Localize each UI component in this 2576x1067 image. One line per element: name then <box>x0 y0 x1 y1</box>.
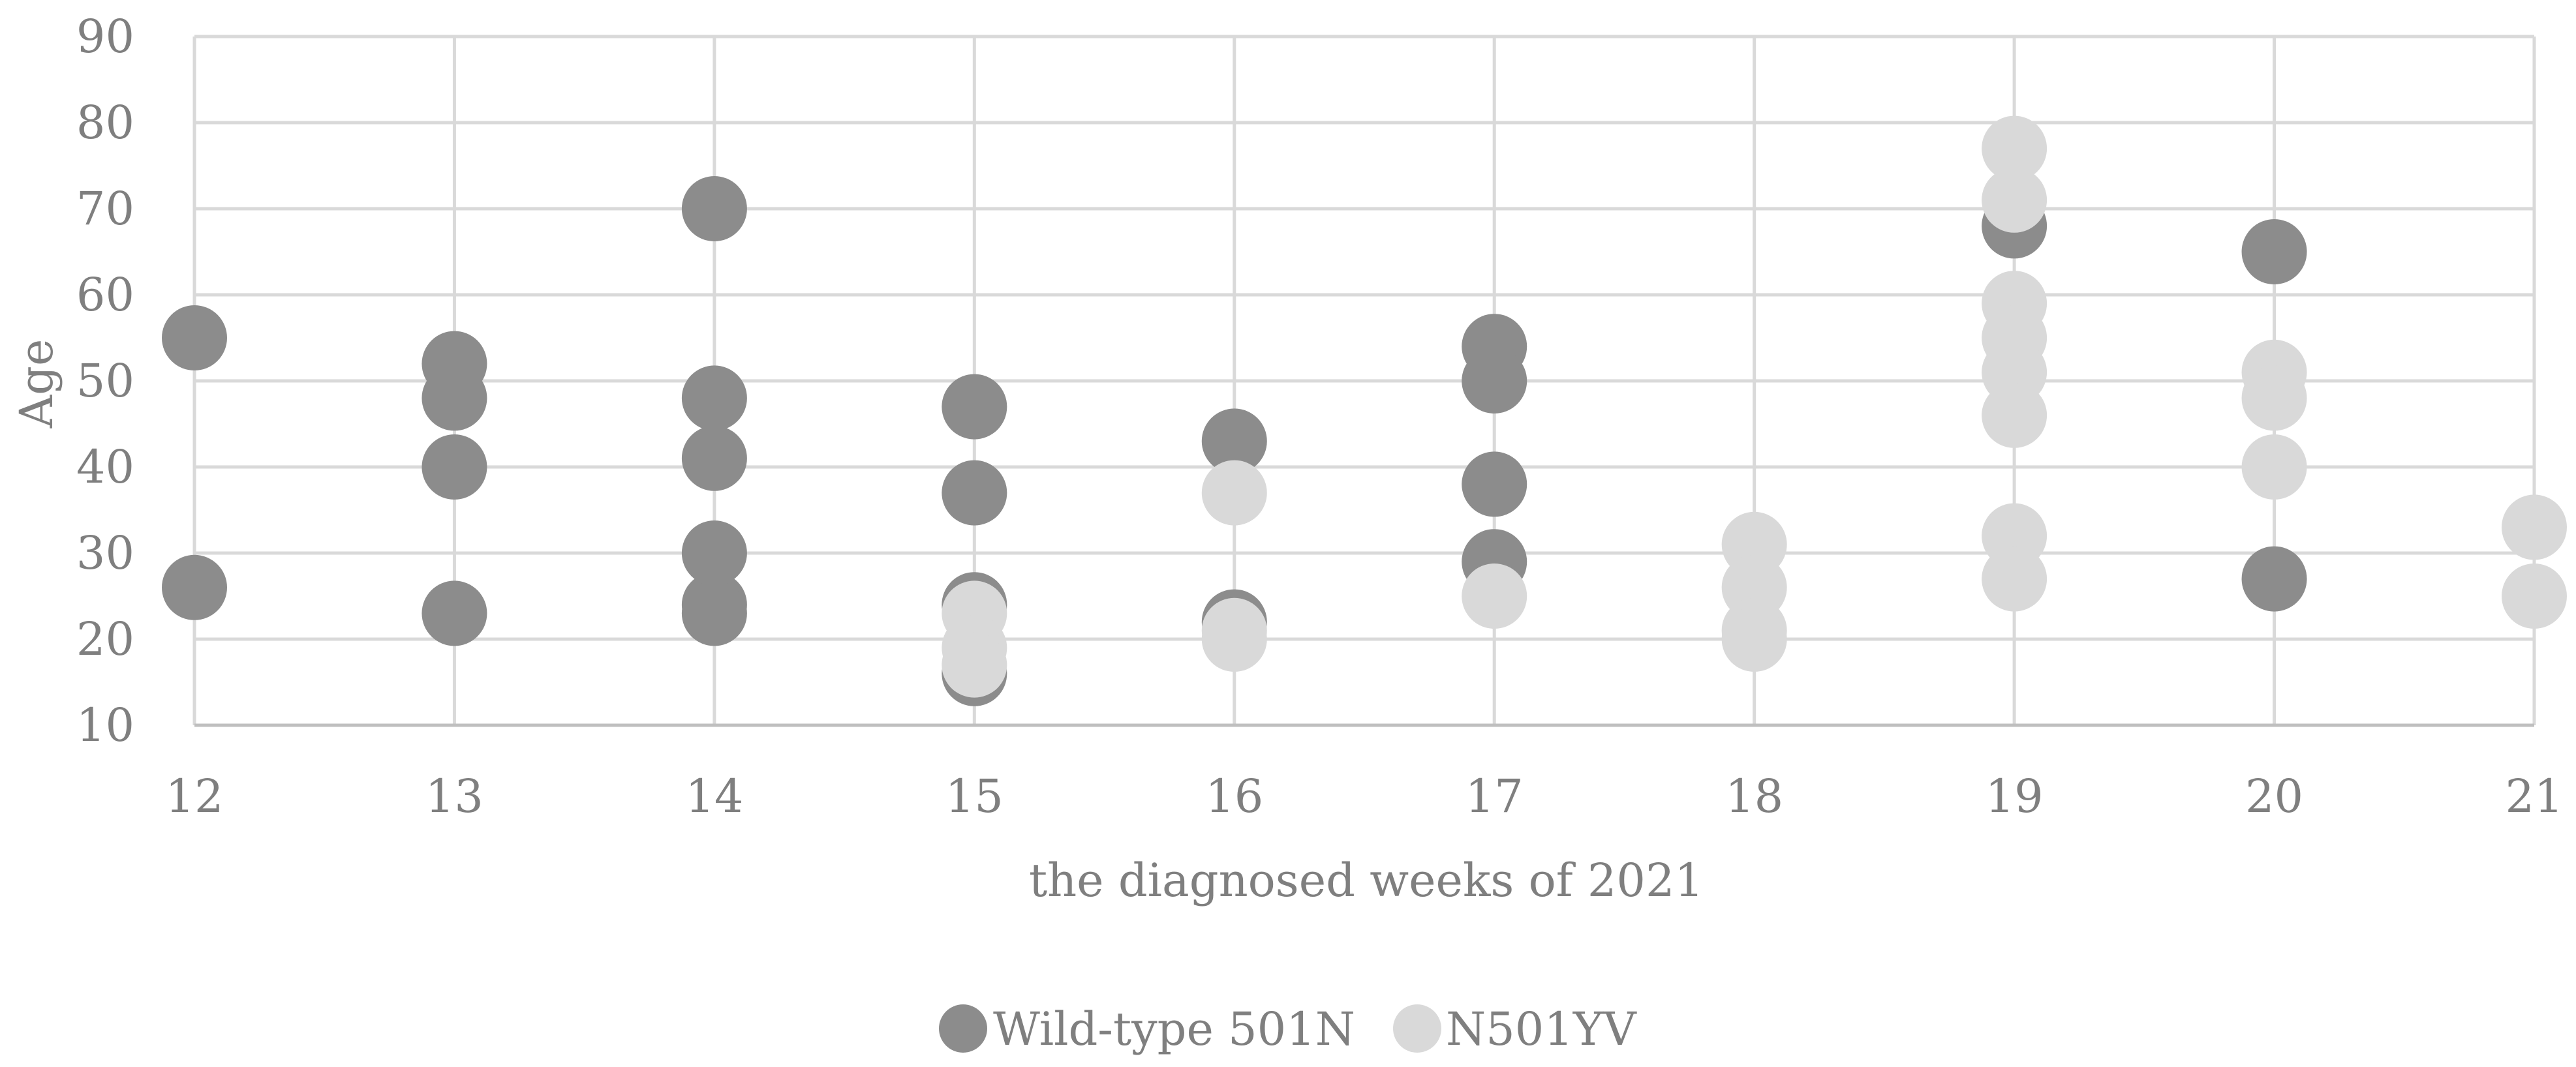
data-point-wild-type <box>681 580 747 646</box>
data-point-wild-type <box>681 520 747 586</box>
y-tick-label: 60 <box>76 268 134 322</box>
x-tick-label: 20 <box>2245 770 2303 823</box>
data-point-wild-type <box>681 365 747 431</box>
data-point-n501yv <box>1201 460 1267 526</box>
data-point-wild-type <box>422 434 487 500</box>
data-point-wild-type <box>681 425 747 491</box>
y-tick-label: 50 <box>76 354 134 408</box>
data-point-n501yv <box>2502 564 2567 629</box>
y-tick-label: 30 <box>76 526 134 580</box>
y-tick-label: 10 <box>76 699 134 752</box>
legend-marker-n501yv <box>1393 1004 1441 1053</box>
data-point-n501yv <box>1721 607 1787 672</box>
data-point-wild-type <box>1462 451 1527 517</box>
y-axis-ticks: 10 20 30 40 50 60 70 80 90 <box>76 10 134 752</box>
legend-label-n501yv: N501YV <box>1446 1002 1637 1056</box>
x-tick-label: 16 <box>1205 770 1263 823</box>
data-point-n501yv <box>1462 564 1527 629</box>
y-tick-label: 70 <box>76 182 134 235</box>
grid-layer <box>192 35 2536 727</box>
data-point-n501yv <box>1982 546 2047 612</box>
y-axis-title: Age <box>10 339 63 429</box>
x-tick-label: 12 <box>165 770 223 823</box>
data-point-wild-type <box>1462 348 1527 413</box>
data-point-n501yv <box>1982 382 2047 448</box>
data-point-wild-type <box>162 554 227 620</box>
legend-label-wild-type: Wild-type 501N <box>993 1002 1355 1056</box>
legend: Wild-type 501N N501YV <box>939 1002 1637 1056</box>
y-tick-label: 20 <box>76 612 134 666</box>
x-tick-label: 19 <box>1986 770 2044 823</box>
data-point-n501yv <box>1982 167 2047 233</box>
x-tick-label: 15 <box>945 770 1004 823</box>
x-tick-label: 13 <box>425 770 483 823</box>
data-point-n501yv <box>2241 365 2307 431</box>
data-point-n501yv <box>2502 494 2567 560</box>
x-tick-label: 14 <box>685 770 743 823</box>
y-tick-label: 40 <box>76 440 134 494</box>
x-tick-label: 21 <box>2505 770 2563 823</box>
data-point-wild-type <box>2241 219 2307 284</box>
legend-marker-wild-type <box>939 1004 987 1053</box>
data-point-n501yv <box>1982 115 2047 181</box>
data-point-wild-type <box>681 176 747 241</box>
x-tick-label: 17 <box>1465 770 1524 823</box>
y-tick-label: 80 <box>76 96 134 149</box>
data-point-n501yv <box>1201 607 1267 672</box>
x-axis-ticks: 12 13 14 15 16 17 18 19 20 21 <box>165 770 2563 823</box>
data-point-wild-type <box>422 365 487 431</box>
data-point-wild-type <box>942 460 1007 526</box>
y-tick-label: 90 <box>76 10 134 63</box>
data-points <box>162 115 2567 706</box>
data-point-wild-type <box>2241 546 2307 612</box>
x-tick-label: 18 <box>1725 770 1783 823</box>
data-point-wild-type <box>422 580 487 646</box>
data-point-wild-type <box>162 305 227 370</box>
x-axis-title: the diagnosed weeks of 2021 <box>1029 854 1704 907</box>
data-point-wild-type <box>1201 408 1267 474</box>
data-point-n501yv <box>942 632 1007 698</box>
data-point-wild-type <box>942 374 1007 440</box>
data-point-n501yv <box>2241 434 2307 500</box>
